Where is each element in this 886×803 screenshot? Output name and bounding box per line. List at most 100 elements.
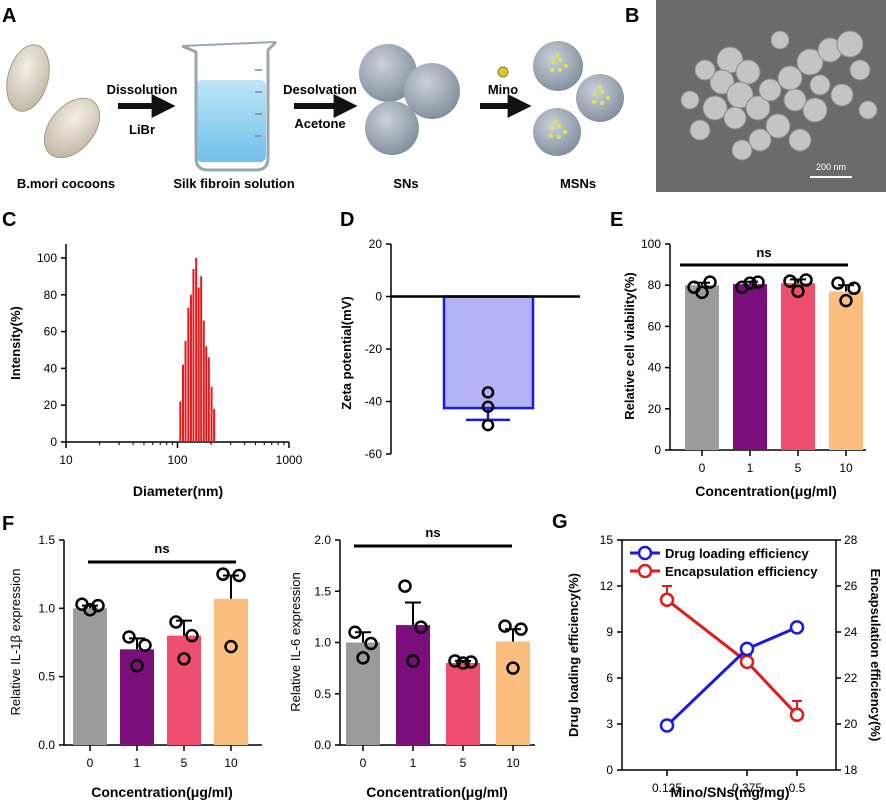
panel-c: C 0 20 40 60 80 100 10 100 1000 Intensity(%) Di… [2,209,303,499]
f1-x-tick-label: 1 [134,756,141,770]
e-x-ticks: 0 1 5 10 [699,450,853,475]
f2-x-tick-label: 10 [506,756,520,770]
beaker-illustration [181,40,278,172]
e-x-label: Concentration(μg/ml) [695,483,837,499]
g-legend-label-encap: Encapsulation efficiency [665,564,818,579]
cocoon-illustration [6,44,101,159]
panel-f2: 0.0 0.5 1.0 1.5 2.0 0 1 5 10 ns Relative IL-6 e… [288,525,535,800]
f2-y-tick-label: 1.5 [314,584,331,598]
f2-bar [446,663,480,745]
g-legend: Drug loading efficiency Encapsulation ef… [630,545,818,579]
e-x-tick-label: 1 [747,461,754,475]
d-y-tick-label: 0 [375,290,382,304]
f1-data-point [232,568,246,583]
g-y-tick-label-left: 6 [606,671,613,685]
panel-d: D 20 0 -20 -40 -60 Zeta potential(mV) [339,209,580,461]
e-data-point [783,274,797,288]
c-y-tick-label: 100 [37,251,57,265]
f1-bar [214,598,248,745]
g-x-tick-label: 0.125 [652,781,682,795]
f2-data-point [364,636,378,651]
g-x-label: Mino/SNs(mg/mg) [671,784,790,800]
g-legend-marker-encap [637,563,653,579]
f2-data-point [398,579,412,593]
e-bar [829,291,863,450]
librt-label: LiBr [129,122,155,137]
g-line-drug-loading [665,626,798,727]
e-x-tick-label: 5 [795,461,802,475]
d-plot [391,295,580,432]
f2-y-ticks: 0.0 0.5 1.0 1.5 2.0 [314,533,340,752]
g-y-ticks-left: 0 3 6 9 12 15 [600,533,622,777]
d-data-point [481,400,495,413]
g-point-drug-loading [789,620,805,635]
f1-x-ticks: 0 1 5 10 [87,745,238,770]
g-y-tick-label-right: 22 [844,671,858,685]
c-bar [205,346,208,442]
f2-data-point [448,654,462,668]
c-bars [179,258,216,442]
f1-data-point [177,652,191,666]
e-bar [781,283,815,450]
d-y-tick-label: 20 [369,237,383,251]
c-y-ticks: 0 20 40 60 80 100 [37,251,66,449]
f1-x-tick-label: 10 [224,756,238,770]
c-bar [189,294,192,442]
g-y-tick-label-left: 0 [606,763,613,777]
c-bar [184,340,187,442]
f1-data-point [130,658,144,673]
f2-data-point [456,656,470,670]
mino-label: Mino [488,82,518,97]
g-y-tick-label-left: 15 [600,533,614,547]
c-bar [187,307,190,442]
f2-x-tick-label: 5 [460,756,467,770]
d-y-tick-label: -60 [365,447,383,461]
e-data-point [847,281,861,296]
f1-bar [73,608,107,745]
d-y-ticks: 20 0 -20 -40 -60 [365,237,391,461]
f2-data-point [348,625,362,639]
e-x-tick-label: 0 [699,461,706,475]
g-y-ticks-right: 18 20 22 24 26 28 [836,533,858,777]
g-x-tick-label: 0.5 [789,781,806,795]
caption-cocoons: B.mori cocoons [17,176,115,191]
f1-data-point [138,638,152,652]
f1-data-point [185,628,199,643]
g-y-tick-label-left: 12 [600,579,614,593]
c-bar [179,401,182,442]
f2-y-tick-label: 1.0 [314,636,331,650]
c-x-label: Diameter(nm) [133,483,223,499]
g-y-label-left: Drug loading efficiency(%) [566,573,581,737]
g-point-drug-loading [739,641,755,657]
desolvation-label: Desolvation [283,82,357,97]
g-plot-frame [621,539,837,771]
panel-f: F 0.0 0.5 1.0 1.5 0 1 5 10 ns Relative IL-1β e… [2,513,262,800]
e-data-point [703,275,717,289]
g-line-encapsulation [666,598,799,716]
e-y-tick-label: 100 [641,237,661,251]
silk-nanoparticles [359,44,460,155]
f1-significance-label: ns [154,541,169,556]
g-y-tick-label-left: 3 [606,717,613,731]
g-y-tick-label-right: 24 [844,625,858,639]
e-y-label: Relative cell viability(%) [622,272,637,419]
f1-plot [73,567,248,745]
f2-significance-label: ns [425,525,440,540]
c-bar [192,269,195,442]
f1-data-point [83,602,97,617]
f2-data-point [464,655,478,669]
f2-y-label: Relative IL-6 expression [288,572,303,711]
g-y-tick-label-left: 9 [606,625,613,639]
f2-data-point [356,651,370,665]
f2-bar [346,642,380,745]
e-plot [685,273,863,450]
d-y-tick-label: -40 [365,395,383,409]
c-y-tick-label: 80 [44,288,58,302]
c-bar [181,364,184,442]
c-x-tick-label: 1000 [276,453,303,467]
f1-y-tick-label: 0.5 [38,670,55,684]
g-y-tick-label-right: 20 [844,717,858,731]
e-data-point [751,275,765,289]
d-y-label: Zeta potential(mV) [339,296,354,409]
